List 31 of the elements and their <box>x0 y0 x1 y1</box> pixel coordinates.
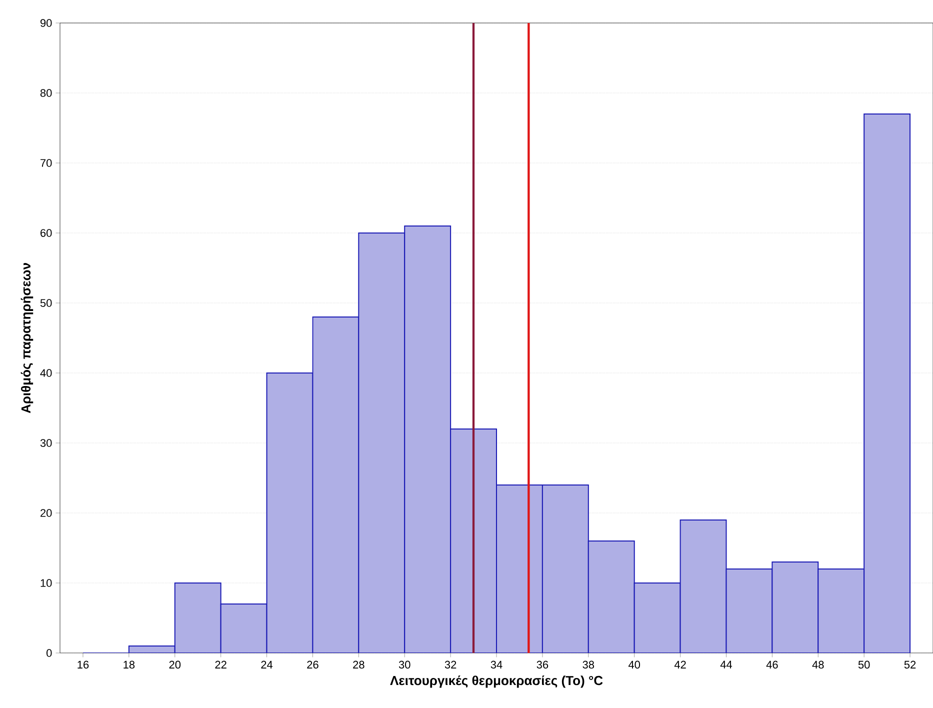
y-tick-label: 90 <box>40 19 52 27</box>
x-tick-label: 24 <box>261 660 273 668</box>
y-tick-label: 50 <box>40 299 52 307</box>
x-tick-label: 32 <box>444 660 456 669</box>
x-tick-label: 44 <box>720 660 732 668</box>
x-tick-label: 34 <box>490 660 502 669</box>
y-tick-label: 60 <box>40 229 52 237</box>
x-tick-label: 48 <box>812 660 824 669</box>
x-tick-label: 40 <box>628 660 640 669</box>
y-tick-label: 80 <box>40 89 52 97</box>
y-axis-title: Αριθμός παρατηρήσεων <box>20 263 34 414</box>
x-tick-label: 18 <box>124 660 135 669</box>
x-tick-label: 20 <box>169 660 181 669</box>
x-tick-label: 28 <box>353 660 364 669</box>
y-tick-label: 10 <box>40 579 52 587</box>
x-axis-title: Λειτουργικές θερμοκρασίες (To) °C <box>390 675 603 688</box>
x-tick-label: 52 <box>904 660 916 669</box>
x-tick-label: 50 <box>858 660 870 669</box>
y-tick-label: 20 <box>40 509 52 517</box>
x-tick-label: 46 <box>766 660 778 669</box>
x-tick-label: 42 <box>674 660 686 668</box>
y-tick-label: 30 <box>40 439 52 447</box>
x-tick-label: 36 <box>536 660 548 669</box>
x-tick-label: 30 <box>398 660 410 669</box>
y-tick-label: 70 <box>40 159 52 167</box>
y-tick-label: 40 <box>40 369 52 377</box>
x-tick-label: 38 <box>582 660 594 669</box>
x-tick-label: 22 <box>215 660 226 668</box>
x-tick-label: 16 <box>78 660 89 669</box>
x-tick-label: 26 <box>307 660 318 669</box>
y-tick-label: 0 <box>46 649 52 657</box>
